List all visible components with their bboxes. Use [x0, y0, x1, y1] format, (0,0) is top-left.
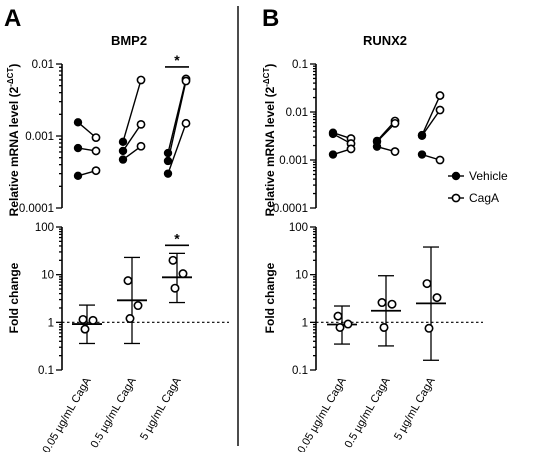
- category-label: 0.05 µg/mL CagA: [40, 375, 93, 452]
- vehicle-point: [328, 150, 338, 159]
- paired-line: [421, 109, 441, 137]
- caga-point: [181, 118, 191, 128]
- y-tick-label: 1: [48, 317, 54, 329]
- plot-B-2: 0.0001 0.001 0.01 0.1: [273, 59, 445, 215]
- legend-vehicle-label: Vehicle: [469, 169, 508, 183]
- fold-change-point: [178, 269, 188, 279]
- y-tick-label: 100: [35, 222, 54, 234]
- significance-star: *: [174, 230, 180, 246]
- runx2-title: RUNX2: [363, 33, 407, 48]
- category-label: 0.5 µg/mL CagA: [89, 375, 139, 450]
- fold-change-point: [168, 255, 178, 265]
- y-tick-label: 10: [295, 270, 308, 282]
- bmp2-relative-ylabel: Relative mRNA level (2-ΔCT): [6, 64, 21, 217]
- caga-point: [91, 133, 101, 143]
- fold-change-point: [88, 315, 98, 325]
- y-tick-label: 0.01: [286, 107, 308, 119]
- vehicle-point: [73, 171, 83, 181]
- caga-point: [435, 155, 445, 165]
- vehicle-point: [417, 131, 427, 140]
- fold-change-point: [335, 322, 345, 332]
- caga-point: [136, 141, 146, 151]
- fold-change-point: [424, 323, 434, 333]
- paired-line: [122, 123, 142, 152]
- caga-point: [390, 147, 400, 156]
- fold-change-point: [432, 293, 442, 303]
- caga-point: [181, 76, 191, 86]
- paired-line: [421, 95, 441, 136]
- y-tick-label: 0.0001: [273, 203, 308, 215]
- caga-point: [390, 118, 400, 128]
- category-label: 5 µg/mL CagA: [138, 375, 184, 442]
- legend-vehicle-marker: [451, 171, 461, 181]
- caga-point: [91, 166, 101, 176]
- fold-change-point: [387, 299, 397, 309]
- fold-change-point: [123, 276, 133, 286]
- legend-caga-marker: [451, 193, 461, 203]
- paired-line: [167, 123, 187, 174]
- vehicle-point: [328, 129, 338, 139]
- y-tick-label: 0.1: [292, 59, 308, 71]
- significance-star: *: [174, 52, 180, 68]
- y-tick-label: 0.1: [38, 365, 54, 377]
- legend-caga-label: CagA: [469, 191, 499, 205]
- caga-point: [136, 75, 146, 85]
- fold-change-point: [377, 298, 387, 308]
- vehicle-point: [417, 150, 427, 159]
- fold-change-point: [333, 311, 343, 321]
- fold-change-point: [133, 301, 143, 311]
- y-tick-label: 100: [289, 222, 308, 234]
- panel-letter-b: B: [262, 5, 279, 32]
- caga-point: [435, 105, 445, 115]
- fold-change-point: [80, 324, 90, 334]
- y-tick-label: 0.1: [292, 365, 308, 377]
- y-tick-label: 1: [302, 317, 308, 329]
- vehicle-point: [73, 118, 83, 127]
- y-tick-label: 10: [41, 270, 54, 282]
- panel-letter-a: A: [4, 5, 21, 32]
- vehicle-point: [163, 156, 173, 166]
- runx2-relative-ylabel: Relative mRNA level (2-ΔCT): [262, 64, 277, 217]
- vehicle-point: [73, 143, 83, 153]
- category-label: 0.5 µg/mL CagA: [343, 375, 393, 450]
- fold-change-point: [343, 319, 353, 329]
- category-label: 5 µg/mL CagA: [392, 375, 438, 442]
- fold-change-point: [422, 279, 432, 289]
- bmp2-fold-ylabel: Fold change: [7, 262, 21, 333]
- bmp2-title: BMP2: [111, 33, 147, 48]
- fold-change-point: [78, 314, 88, 324]
- caga-point: [435, 91, 445, 100]
- vehicle-point: [118, 155, 128, 164]
- caga-point: [346, 144, 356, 154]
- y-tick-label: 0.0001: [19, 203, 54, 215]
- y-tick-label: 0.001: [25, 131, 54, 143]
- vehicle-point: [118, 137, 128, 147]
- vehicle-point: [163, 169, 173, 178]
- vehicle-point: [163, 148, 173, 158]
- fold-change-point: [379, 322, 389, 332]
- paired-line: [122, 79, 142, 143]
- plot-A-0: 0.0001 0.001 0.01 *: [19, 52, 191, 215]
- category-label: 0.05 µg/mL CagA: [295, 375, 348, 452]
- vehicle-point: [118, 146, 128, 156]
- y-tick-label: 0.001: [279, 155, 308, 167]
- runx2-fold-ylabel: Fold change: [263, 262, 277, 333]
- y-tick-label: 0.01: [32, 59, 54, 71]
- caga-point: [136, 119, 146, 129]
- fold-change-point: [170, 283, 180, 293]
- fold-change-point: [125, 314, 135, 324]
- paired-line: [167, 80, 187, 162]
- caga-point: [91, 146, 101, 156]
- vehicle-point: [372, 142, 382, 151]
- legend: Vehicle CagA: [448, 169, 508, 205]
